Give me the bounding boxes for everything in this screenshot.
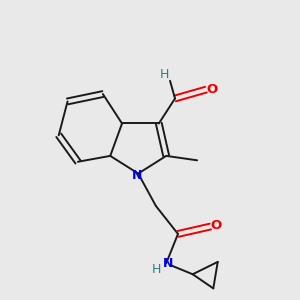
- Text: N: N: [132, 169, 142, 182]
- Text: H: H: [152, 263, 161, 276]
- Text: O: O: [211, 219, 222, 232]
- Text: N: N: [163, 257, 173, 270]
- Text: O: O: [206, 82, 218, 95]
- Text: H: H: [160, 68, 169, 81]
